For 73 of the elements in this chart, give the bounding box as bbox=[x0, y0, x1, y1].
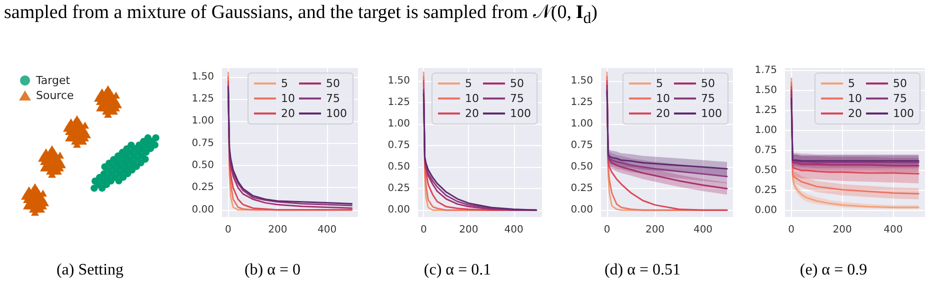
y-tick-label: 1.25 bbox=[192, 94, 214, 105]
y-tick-label: 1.00 bbox=[570, 118, 593, 130]
y-tick-label: 0.00 bbox=[388, 204, 410, 216]
text: (e) α = 0.9 bbox=[800, 262, 868, 278]
x-tick-label: 400 bbox=[693, 224, 713, 236]
y-tick-label: 1.50 bbox=[570, 75, 593, 86]
y-tick-label: 0.75 bbox=[754, 145, 777, 156]
x-tick-label: 200 bbox=[645, 224, 665, 236]
x-tick-label: 200 bbox=[268, 224, 288, 236]
legend-label: 50 bbox=[326, 77, 340, 90]
legend-label: 20 bbox=[848, 107, 862, 120]
legend-label: 75 bbox=[893, 92, 908, 105]
x-tick-label: 0 bbox=[604, 224, 610, 236]
y-tick-label: 0.75 bbox=[388, 140, 410, 152]
y-tick-label: 0.50 bbox=[570, 162, 593, 173]
y-tick-label: 1.75 bbox=[754, 64, 777, 76]
legend-label: 5 bbox=[465, 77, 472, 90]
legend-label: 20 bbox=[281, 107, 296, 120]
y-tick-label: 0.00 bbox=[192, 204, 214, 216]
y-tick-label: 0.50 bbox=[754, 165, 777, 176]
y-tick-label: 0.75 bbox=[570, 140, 593, 152]
y-tick-label: 1.25 bbox=[388, 96, 410, 108]
x-tick-label: 0 bbox=[224, 224, 232, 236]
legend-label: 5 bbox=[656, 77, 664, 90]
y-tick-label: 1.50 bbox=[754, 84, 777, 96]
text: sampled from a mixture of Gaussians, and the target is sampled from 𝒩(0, 𝐈$_{d}$) bbox=[4, 2, 598, 28]
x-tick-label: 400 bbox=[318, 224, 337, 236]
y-tick-label: 0.75 bbox=[192, 138, 214, 149]
legend-label: 10 bbox=[656, 92, 670, 105]
legend-label: 50 bbox=[510, 77, 524, 90]
legend-label: 10 bbox=[281, 92, 296, 105]
legend-label: Source bbox=[36, 89, 74, 102]
legend-label: 100 bbox=[893, 107, 914, 120]
y-tick-label: 1.00 bbox=[192, 116, 214, 127]
legend-label: 75 bbox=[326, 92, 340, 105]
y-tick-label: 1.50 bbox=[388, 75, 410, 86]
text: (a) Setting bbox=[56, 262, 124, 278]
y-tick-label: 0.00 bbox=[570, 204, 593, 216]
x-tick-label: 400 bbox=[884, 224, 903, 236]
legend-label: 20 bbox=[656, 107, 670, 120]
text: (d) α = 0.51 bbox=[604, 262, 681, 278]
legend-label: 10 bbox=[848, 92, 862, 105]
legend-label: 75 bbox=[510, 92, 524, 105]
y-tick-label: 0.25 bbox=[570, 183, 593, 194]
y-tick-label: 0.25 bbox=[388, 183, 410, 194]
x-tick-label: 400 bbox=[504, 224, 524, 236]
legend-label: 5 bbox=[281, 77, 288, 90]
x-tick-label: 0 bbox=[788, 224, 795, 236]
y-tick-label: 0.50 bbox=[192, 160, 214, 172]
y-tick-label: 1.25 bbox=[570, 96, 593, 108]
x-tick-label: 0 bbox=[420, 224, 427, 236]
text: (b) α = 0 bbox=[244, 262, 301, 278]
y-tick-label: 1.00 bbox=[754, 124, 777, 136]
y-tick-label: 1.25 bbox=[754, 104, 777, 116]
y-tick-label: 1.50 bbox=[192, 71, 214, 82]
y-tick-label: 0.50 bbox=[388, 162, 410, 173]
text: (c) α = 0.1 bbox=[424, 262, 492, 278]
legend-label: 100 bbox=[326, 107, 348, 120]
y-tick-label: 0.25 bbox=[192, 182, 214, 194]
legend-label: 5 bbox=[848, 77, 856, 90]
x-tick-label: 200 bbox=[459, 224, 478, 236]
legend-label: 50 bbox=[701, 77, 716, 90]
y-tick-label: 0.25 bbox=[754, 185, 777, 196]
legend-label: 100 bbox=[701, 107, 722, 120]
legend-label: 75 bbox=[701, 92, 716, 105]
legend-label: Target bbox=[35, 74, 71, 87]
y-tick-label: 0.00 bbox=[754, 205, 777, 216]
legend-label: 50 bbox=[893, 77, 908, 90]
y-tick-label: 1.00 bbox=[388, 118, 410, 130]
legend-label: 100 bbox=[510, 107, 532, 120]
x-tick-label: 200 bbox=[832, 224, 852, 236]
legend-label: 20 bbox=[465, 107, 480, 120]
legend-label: 10 bbox=[465, 92, 480, 105]
